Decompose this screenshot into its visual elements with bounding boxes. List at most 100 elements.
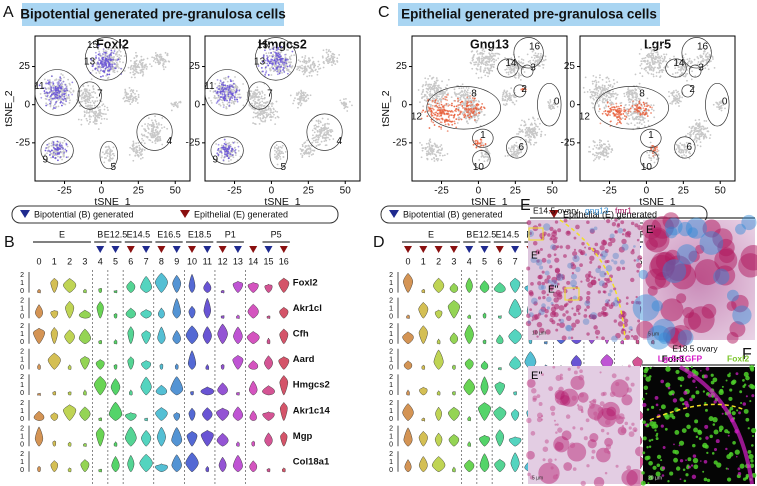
cell-dot: [438, 85, 440, 87]
cell-dot: [211, 102, 213, 104]
expr-dot: [233, 142, 235, 144]
cell-dot: [260, 112, 262, 114]
cell-dot: [143, 128, 145, 130]
cell-dot: [590, 91, 592, 93]
cell-dot: [134, 66, 136, 68]
cell-dot: [62, 74, 64, 76]
cluster-label: 12: [411, 112, 423, 123]
cell-dot: [543, 59, 545, 61]
cell-dot: [491, 57, 493, 59]
cell-dot: [129, 154, 131, 156]
expr-dot: [51, 75, 53, 77]
expr-dot: [279, 54, 281, 56]
expr-dot: [63, 152, 65, 154]
cell-dot: [531, 134, 533, 136]
expr-dot: [228, 145, 230, 147]
cell-dot: [260, 104, 262, 106]
cell-dot: [523, 59, 525, 61]
expr-dot: [224, 95, 226, 97]
cell-dot: [641, 58, 643, 60]
cell-dot: [137, 154, 139, 156]
cell-dot: [119, 61, 121, 63]
cell-dot: [627, 87, 629, 89]
cell-dot: [481, 55, 483, 57]
cell-dot: [430, 149, 432, 151]
expr-dot: [95, 68, 97, 70]
cell-dot: [478, 57, 480, 59]
expr-dot: [444, 110, 446, 112]
cell-dot: [159, 136, 161, 138]
cell-dot: [506, 104, 508, 106]
cell-dot: [654, 67, 656, 69]
cluster-outline: [506, 137, 527, 158]
cell-dot: [341, 103, 343, 105]
cell-dot: [599, 144, 601, 146]
expr-dot: [222, 96, 224, 98]
cell-dot: [448, 79, 450, 81]
cell-dot: [478, 118, 480, 120]
cell-dot: [136, 60, 138, 62]
expr-dot: [450, 121, 452, 123]
cell-dot: [486, 72, 488, 74]
cell-dot: [298, 59, 300, 61]
cell-dot: [478, 61, 480, 63]
cell-dot: [695, 119, 697, 121]
expr-dot: [287, 73, 289, 75]
cell-dot: [515, 142, 517, 144]
expr-dot: [267, 65, 269, 67]
cell-dot: [322, 124, 324, 126]
cell-dot: [297, 107, 299, 109]
expr-dot: [65, 100, 67, 102]
cell-dot: [661, 55, 663, 57]
cell-dot: [262, 117, 264, 119]
cell-dot: [323, 49, 325, 51]
cell-dot: [125, 100, 127, 102]
cell-dot: [326, 59, 328, 61]
expr-dot: [452, 121, 454, 123]
expr-dot: [278, 62, 280, 64]
cluster-label: 13: [84, 57, 96, 68]
cell-dot: [508, 72, 510, 74]
cell-dot: [596, 147, 598, 149]
cell-dot: [549, 99, 551, 101]
cell-dot: [653, 51, 655, 53]
expr-dot: [58, 92, 60, 94]
cell-dot: [534, 127, 536, 129]
cell-dot: [498, 53, 500, 55]
cell-dot: [646, 66, 648, 68]
cell-dot: [147, 58, 149, 60]
cell-dot: [525, 135, 527, 137]
panel-title: Epithelial generated pre-granulosa cells: [401, 7, 657, 22]
expr-dot: [105, 54, 107, 56]
cell-dot: [334, 63, 336, 65]
cell-dot: [142, 62, 144, 64]
cell-dot: [612, 91, 614, 93]
cell-dot: [697, 144, 699, 146]
cell-dot: [462, 95, 464, 97]
cell-dot: [424, 77, 426, 79]
cell-dot: [539, 59, 541, 61]
cell-dot: [609, 145, 611, 147]
cell-dot: [45, 102, 47, 104]
cell-dot: [274, 154, 276, 156]
expr-dot: [268, 74, 270, 76]
cell-dot: [297, 98, 299, 100]
cell-dot: [603, 148, 605, 150]
cell-dot: [598, 110, 600, 112]
expr-dot: [274, 69, 276, 71]
cell-dot: [316, 120, 318, 122]
y-axis-title: tSNE_2: [380, 90, 392, 126]
cell-dot: [510, 87, 512, 89]
expr-dot: [229, 100, 231, 102]
expr-dot: [53, 143, 55, 145]
expr-dot: [113, 52, 115, 54]
cell-dot: [483, 156, 485, 158]
cell-dot: [696, 140, 698, 142]
expr-dot: [220, 96, 222, 98]
expr-dot: [466, 97, 468, 99]
cell-dot: [533, 144, 535, 146]
cell-dot: [140, 158, 142, 160]
cell-dot: [50, 145, 52, 147]
cell-dot: [437, 100, 439, 102]
cell-dot: [249, 98, 251, 100]
